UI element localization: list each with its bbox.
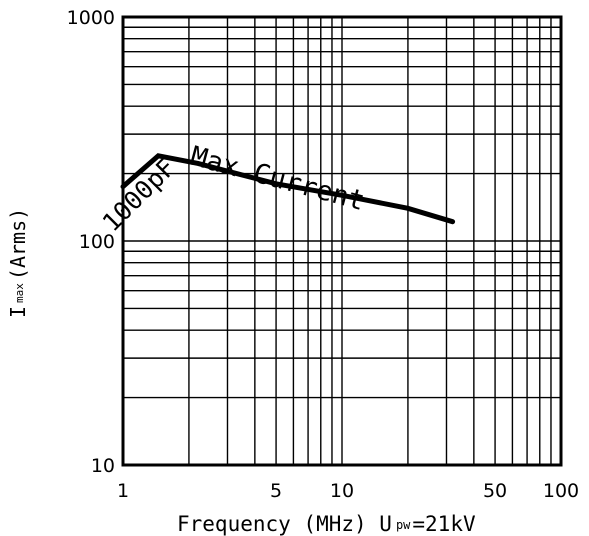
y-tick-label: 100 (79, 231, 115, 253)
grid-lines (123, 17, 561, 465)
plot-frame (121, 15, 563, 467)
series-line-1000pf (120, 153, 456, 225)
y-axis-label-sub: max (13, 283, 26, 303)
x-tick-label: 1 (117, 480, 129, 502)
x-axis-label-sub: pw (396, 518, 411, 532)
y-axis-label-main: I (6, 306, 30, 318)
y-tick-labels: 10 100 1000 (67, 7, 115, 477)
svg-text:Frequency (MHz) Upw=21kV: Frequency (MHz) U pw=21kV (177, 512, 476, 536)
x-tick-label: 5 (270, 480, 282, 502)
y-tick-label: 10 (91, 455, 115, 477)
x-tick-label: 100 (543, 480, 579, 502)
svg-text:Imax(Arms): Imax (Arms) (6, 208, 30, 318)
x-tick-label: 10 (330, 480, 354, 502)
annotation-1000pf: 1000pF (97, 153, 181, 237)
x-tick-label: 50 (483, 480, 507, 502)
y-axis-label: Imax (Arms) (6, 208, 30, 318)
annotation-max-current: Max Current (187, 141, 368, 217)
y-tick-label: 1000 (67, 7, 115, 29)
y-axis-label-tail: (Arms) (6, 208, 30, 280)
x-axis-label: Frequency (MHz) U pw=21kV (177, 512, 476, 536)
x-axis-label-tail: =21kV (412, 512, 476, 536)
x-axis-label-main: Frequency (MHz) U (177, 512, 392, 536)
x-tick-labels: 1 5 10 50 100 (117, 480, 579, 502)
